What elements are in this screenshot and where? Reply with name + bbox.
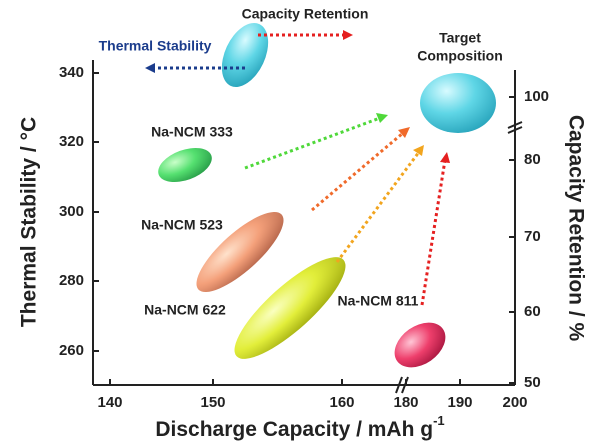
arrow-head [440, 152, 450, 163]
figure: Capacity Retention Thermal Stability Tar… [0, 0, 596, 445]
arrow [337, 152, 419, 262]
y-tick-label: 320 [59, 133, 84, 150]
y-tick-label: 300 [59, 203, 84, 220]
x-axis-title: Discharge Capacity / mAh g-1 [155, 413, 444, 440]
annotation: Target [439, 30, 481, 46]
y-tick-label: 260 [59, 342, 84, 359]
y-tick-label: 340 [59, 64, 84, 81]
x-tick-label: 200 [502, 394, 527, 411]
ellipses [154, 16, 496, 377]
y2-tick-label: 100 [524, 88, 549, 105]
x-axis-title-sup: -1 [433, 413, 445, 428]
x-axis-title-text: Discharge Capacity / mAh g [155, 418, 433, 441]
annotation: Na-NCM 523 [141, 217, 223, 233]
y2-tick-label: 60 [524, 303, 541, 320]
x-tick-label: 150 [200, 394, 225, 411]
annotation: Capacity Retention [242, 6, 369, 22]
y2-tick-label: 80 [524, 151, 541, 168]
x-tick-label: 190 [447, 394, 472, 411]
arrow-head [145, 63, 155, 73]
arrow [422, 160, 445, 305]
arrow-head [413, 145, 424, 156]
arrow-head [376, 113, 388, 123]
y2-tick-label: 70 [524, 228, 541, 245]
ellipse [213, 16, 278, 95]
ellipse [154, 141, 217, 188]
ellipse [386, 313, 454, 376]
annotation: Thermal Stability [99, 38, 212, 54]
annotation: Composition [417, 48, 503, 64]
arrow-head [343, 30, 353, 40]
y2-axis-title: Capacity Retention / % [564, 115, 587, 342]
x-tick-label: 160 [329, 394, 354, 411]
annotation: Na-NCM 811 [338, 293, 419, 309]
x-tick-label: 180 [393, 394, 418, 411]
x-tick-label: 140 [97, 394, 122, 411]
annotation: Na-NCM 333 [151, 124, 233, 140]
ellipse [420, 73, 496, 133]
annotation: Na-NCM 622 [144, 302, 226, 318]
y-axis-title: Thermal Stability / °C [18, 117, 41, 327]
arrow [245, 118, 380, 168]
y2-tick-label: 50 [524, 374, 541, 391]
y-tick-label: 280 [59, 272, 84, 289]
arrow [312, 133, 403, 210]
